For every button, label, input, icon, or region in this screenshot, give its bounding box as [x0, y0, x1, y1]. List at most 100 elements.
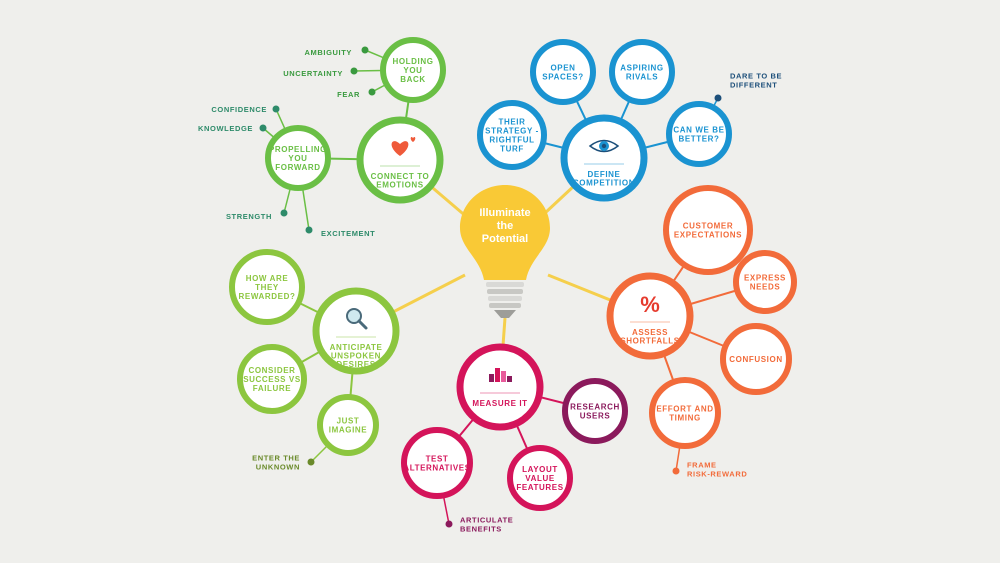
percent-glyph: %	[640, 292, 660, 317]
leaf-label-line: CONFIDENCE	[211, 105, 267, 114]
node-label-line: PROPELLING	[269, 145, 327, 154]
node-research-users: RESEARCH USERS	[562, 378, 628, 444]
leaf-label-line: UNKNOWN	[256, 463, 300, 472]
node-label-line: BETTER?	[678, 135, 719, 144]
node-label-line: RIVALS	[626, 73, 658, 82]
leaf-excitement: EXCITEMENT	[305, 226, 375, 238]
node-label-line: ANTICIPATE	[330, 343, 383, 352]
leaf-enter-unknown: ENTER THE UNKNOWN	[252, 454, 315, 472]
leaf-label: EXCITEMENT	[321, 229, 375, 238]
percent-icon: %	[640, 292, 660, 317]
node-ring	[507, 445, 573, 511]
bulb-base-ring	[488, 296, 522, 301]
hub-connect-to-emotions: CONNECT TO EMOTIONS	[356, 116, 444, 204]
leaf-label-line: FRAME	[687, 461, 717, 470]
center-title-line: the	[497, 220, 514, 232]
node-ring	[401, 427, 473, 499]
node-layout-value: LAYOUT VALUE FEATURES	[507, 445, 573, 511]
leaf-dot	[361, 46, 369, 54]
node-test-alternatives: TEST ALTERNATIVES	[401, 427, 473, 499]
node-label-line: NEEDS	[750, 283, 781, 292]
node-label: HOW ARE THEY REWARDED?	[239, 274, 296, 301]
leaf-label-line: ARTICULATE	[460, 516, 513, 525]
magnifier-icon	[346, 308, 368, 330]
node-ring	[477, 100, 547, 170]
node-label-line: DESIRES	[336, 360, 375, 369]
node-label-line: TURF	[500, 145, 524, 154]
node-label: PROPELLING YOU FORWARD	[269, 145, 327, 172]
node-can-we-be-better: CAN WE BE BETTER?	[666, 101, 732, 167]
node-ring	[609, 39, 675, 105]
leaf-label-line: DIFFERENT	[730, 81, 777, 90]
leaf-articulate-benefits: ARTICULATE BENEFITS	[445, 516, 513, 534]
leaf-label: UNCERTAINTY	[283, 69, 343, 78]
node-label-line: CONNECT TO	[371, 172, 430, 181]
leaf-dot	[672, 467, 680, 475]
node-label-line: COMPETITION	[573, 179, 635, 188]
leaf-fear: FEAR	[337, 88, 376, 99]
node-confusion: CONFUSION	[720, 323, 792, 395]
leaf-knowledge: KNOWLEDGE	[198, 124, 267, 133]
center-title: Illuminate the Potential	[479, 207, 530, 245]
node-their-strategy: THEIR STRATEGY -RIGHTFUL TURF	[477, 100, 547, 170]
node-label: LAYOUT VALUE FEATURES	[516, 465, 563, 492]
node-label-line: CONFUSION	[729, 355, 782, 364]
node-label-line: VALUE	[525, 474, 555, 483]
node-label-line: CAN WE BE	[673, 126, 724, 135]
node-label-line: ASSESS	[632, 328, 668, 337]
node-label-line: CUSTOMER	[683, 222, 733, 231]
hub-assess-shortfalls: % ASSESS SHORTFALLS	[606, 272, 694, 360]
node-ring	[229, 249, 305, 325]
leaf-label: KNOWLEDGE	[198, 124, 253, 133]
leaf-dot	[305, 226, 313, 234]
hub-ring	[606, 272, 694, 360]
node-label: ASPIRING RIVALS	[620, 64, 663, 82]
node-label: CUSTOMER EXPECTATIONS	[674, 222, 742, 240]
node-ring	[720, 323, 792, 395]
leaf-dot	[714, 94, 722, 102]
node-ring	[562, 378, 628, 444]
node-label-line: OPEN	[550, 64, 575, 73]
center-title-line: Illuminate	[479, 207, 530, 219]
node-effort-timing: EFFORT AND TIMING	[649, 377, 721, 449]
node-label-line: UNSPOKEN	[331, 352, 381, 361]
leaf-dare-different: DARE TO BE DIFFERENT	[714, 72, 782, 102]
node-label-line: THEIR	[499, 118, 526, 127]
node-label: DEFINE COMPETITION	[573, 170, 635, 188]
node-open-spaces: OPEN SPACES?	[530, 39, 596, 105]
heart-icon	[391, 136, 416, 156]
leaf-strength: STRENGTH	[226, 209, 288, 221]
node-label-line: SPACES?	[542, 73, 583, 82]
node-label-line: RIGHTFUL	[489, 136, 534, 145]
bulb-glass	[460, 185, 550, 280]
node-success-failure: CONSIDER SUCCESS VS FAILURE	[237, 344, 307, 414]
node-how-rewarded: HOW ARE THEY REWARDED?	[229, 249, 305, 325]
node-ring	[265, 125, 331, 191]
leaf-label: DARE TO BE DIFFERENT	[730, 72, 782, 90]
leaf-label-line: BENEFITS	[460, 525, 502, 534]
nodes: CONNECT TO EMOTIONS DEFINE COMPETITION% ASSE…	[229, 37, 797, 511]
lightbulb: Illuminate the Potential	[460, 185, 550, 318]
node-label-line: SHORTFALLS	[620, 337, 679, 346]
node-label: CONFUSION	[729, 355, 782, 364]
node-label-line: EMOTIONS	[376, 181, 424, 190]
node-ring	[666, 101, 732, 167]
leaf-dot	[307, 458, 315, 466]
hub-measure-it: MEASURE IT	[456, 343, 544, 431]
center-title-line: Potential	[482, 233, 528, 245]
leaf-label: ARTICULATE BENEFITS	[460, 516, 513, 534]
leaf-label: CONFIDENCE	[211, 105, 267, 114]
node-label-line: FEATURES	[516, 483, 563, 492]
node-customer-expectations: CUSTOMER EXPECTATIONS	[663, 185, 753, 275]
node-label: HOLDING YOU BACK	[392, 57, 433, 84]
node-label: EFFORT AND TIMING	[656, 405, 713, 423]
node-label: TEST ALTERNATIVES	[403, 455, 470, 473]
leaf-label-line: RISK-REWARD	[687, 470, 747, 479]
node-label-line: MEASURE IT	[472, 399, 527, 408]
node-label-line: EXPECTATIONS	[674, 231, 742, 240]
node-ring	[237, 344, 307, 414]
node-ring	[530, 39, 596, 105]
leaf-label-line: AMBIGUITY	[305, 48, 352, 57]
leaf-confidence: CONFIDENCE	[211, 105, 280, 114]
